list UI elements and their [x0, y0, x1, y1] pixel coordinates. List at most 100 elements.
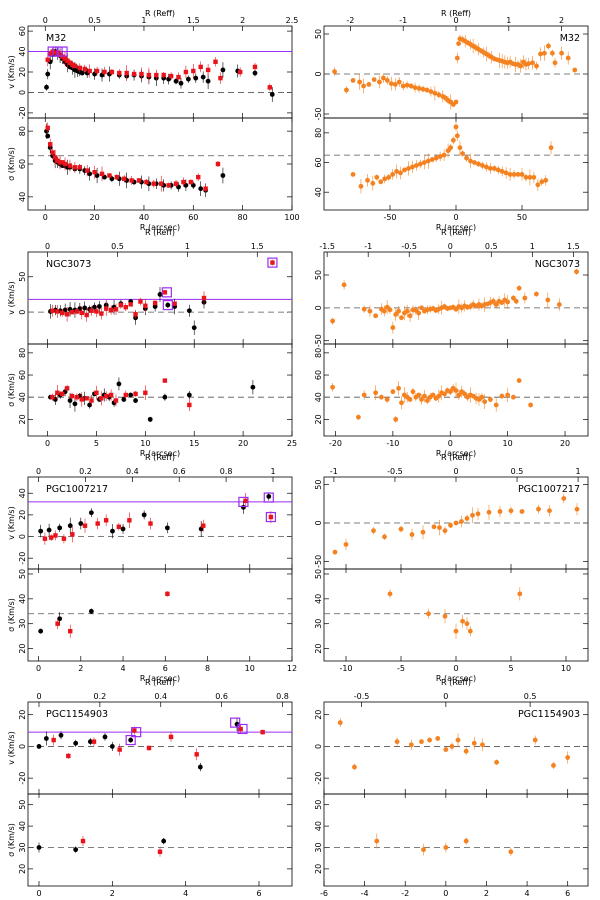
data-point-black [36, 744, 42, 749]
data-point-orange [416, 310, 422, 316]
data-point-black [88, 608, 94, 614]
data-point-orange [455, 737, 461, 743]
data-point-black [36, 845, 42, 850]
data-point-orange [464, 621, 470, 627]
y-tick-label: 40 [18, 46, 27, 56]
reff-tick-label: 0.5 [485, 242, 498, 251]
data-point-orange [565, 55, 571, 61]
data-point-red [68, 628, 73, 634]
left-dispersion-panel: 20 30 40 50 0 2 4 6 8 10 12 σ (Km/s) [7, 568, 297, 673]
y-tick-label: 0 [18, 744, 27, 749]
y-tick-label: 40 [18, 488, 27, 498]
x-tick-label: 0 [453, 664, 458, 673]
left-velocity-panel: -20 0 20 40 60 0 0.5 1 1.5 2 2.5 M32 v (Km/s) [7, 16, 298, 119]
data-point-black [250, 384, 256, 390]
data-point-orange [442, 528, 448, 534]
data-point-orange [450, 137, 456, 143]
reff-tick-label: 0.5 [111, 242, 124, 251]
data-point-orange [396, 385, 402, 391]
data-point-orange [499, 393, 505, 399]
reff-tick-label: 0.5 [88, 16, 101, 25]
data-point-orange [381, 308, 387, 314]
data-point-orange [545, 297, 551, 303]
y-tick-label: 0 [314, 71, 323, 76]
reff-tick-label: 0.4 [154, 692, 167, 701]
y-tick-label: 40 [314, 392, 323, 402]
y-tick-label: 60 [18, 159, 27, 169]
highlight-square [265, 511, 276, 523]
data-point-orange [421, 847, 426, 853]
data-point-orange [437, 525, 442, 530]
data-point-orange [471, 740, 477, 746]
highlight-square [263, 492, 274, 503]
data-point-black [87, 739, 93, 745]
panel-frame [323, 117, 589, 211]
data-point-orange [490, 298, 496, 304]
data-point-red [168, 73, 174, 79]
data-point-red [84, 396, 89, 401]
data-point-black [96, 304, 102, 309]
right-dispersion-panel: 20 30 40 50 -6 -4 -2 0 2 4 6 [314, 793, 589, 898]
data-point-red [213, 59, 218, 64]
reff-tick-label: 1 [530, 242, 535, 251]
y-axis-label: σ (Km/s) [7, 598, 16, 632]
data-point-orange [394, 739, 400, 745]
data-point-orange [424, 87, 430, 93]
x-tick-label: 10 [503, 439, 513, 448]
x-tick-label: 2 [484, 889, 489, 898]
reff-tick-label: 2.5 [286, 16, 299, 25]
data-point-red [69, 393, 75, 399]
data-point-orange [390, 389, 396, 395]
highlight-square [267, 257, 278, 268]
data-point-orange [330, 318, 336, 324]
x-tick-label: 0 [45, 439, 50, 448]
data-point-red [48, 51, 53, 56]
reff-tick-label: 1 [270, 467, 275, 476]
data-point-black [269, 92, 275, 97]
data-point-orange [398, 170, 403, 176]
data-point-black [133, 398, 138, 403]
x-axis-label-bottom: R (arcsec) [140, 449, 180, 458]
y-axis-label: v (Km/s) [7, 55, 16, 88]
data-point-red [52, 155, 58, 160]
data-point-orange [387, 591, 393, 597]
data-point-red [109, 69, 115, 75]
data-point-black [45, 71, 51, 77]
data-point-black [58, 732, 64, 738]
data-point-orange [442, 391, 447, 397]
right-dispersion-panel: 40 60 80 -50 0 50 [314, 117, 589, 222]
data-point-orange [388, 81, 394, 86]
data-point-red [136, 178, 142, 183]
data-point-black [157, 292, 163, 297]
data-point-red [67, 60, 73, 65]
x-axis-label-top: R (Reff) [441, 678, 471, 687]
data-point-orange [443, 747, 449, 752]
data-point-black [116, 381, 122, 387]
y-tick-label: -20 [314, 772, 323, 785]
data-point-orange [390, 325, 396, 330]
data-point-red [237, 69, 243, 75]
data-point-red [122, 176, 127, 181]
data-point-red [79, 397, 84, 402]
data-point-orange [344, 87, 349, 93]
data-point-red [116, 524, 122, 529]
data-point-red [162, 290, 168, 295]
data-point-orange [546, 43, 551, 49]
y-tick-label: 30 [314, 619, 323, 629]
data-point-black [241, 504, 246, 510]
data-point-red [89, 308, 94, 313]
data-point-orange [519, 171, 525, 177]
data-point-orange [382, 534, 387, 540]
data-point-black [79, 70, 85, 76]
data-point-orange [532, 737, 538, 743]
data-point-black [109, 744, 115, 749]
data-point-orange [419, 739, 424, 745]
data-point-orange [513, 298, 519, 304]
data-point-orange [488, 397, 493, 402]
y-tick-label: 0 [314, 305, 323, 310]
data-point-red [67, 163, 73, 168]
data-point-red [79, 310, 84, 316]
left-velocity-panel: 0 50 0 0.5 1 1.5 NGC3073 v (Km/s) [7, 242, 293, 345]
data-point-red [183, 69, 189, 75]
data-point-red [129, 178, 134, 183]
